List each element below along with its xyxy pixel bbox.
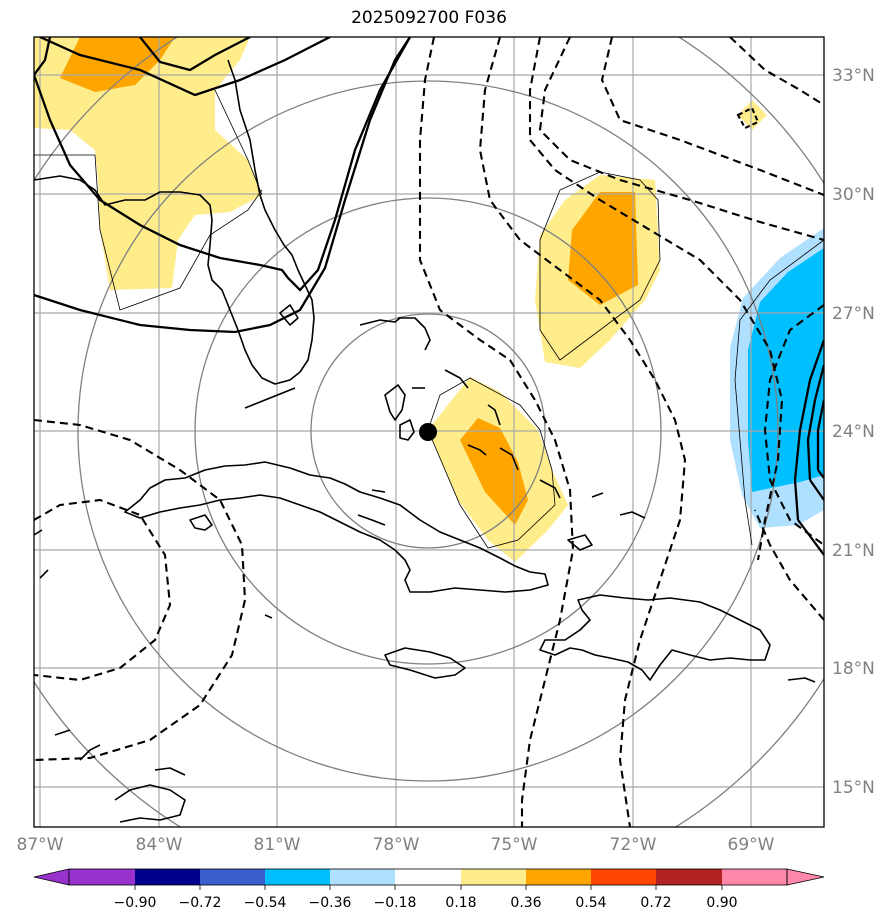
colorbar-bin xyxy=(200,869,265,885)
latitude-labels: 33°N 30°N 27°N 24°N 21°N 18°N 15°N xyxy=(832,66,875,798)
lat-label: 24°N xyxy=(832,422,875,442)
lon-label: 69°W xyxy=(728,835,775,855)
colorbar-bin xyxy=(69,869,135,885)
colorbar-bin xyxy=(591,869,656,885)
lat-label: 27°N xyxy=(832,304,875,324)
longitude-labels: 87°W 84°W 81°W 78°W 75°W 72°W 69°W xyxy=(17,835,775,855)
lat-label: 21°N xyxy=(832,541,875,561)
storm-center-marker xyxy=(419,423,437,441)
graticule xyxy=(34,37,824,827)
colorbar-extend-low xyxy=(33,868,70,886)
colorbar-bin xyxy=(135,869,200,885)
coast-cuba xyxy=(124,461,549,593)
colorbar-tick-label: 0.90 xyxy=(706,895,737,911)
colorbar-frame xyxy=(68,868,788,886)
coast-andros xyxy=(384,384,406,421)
coast-isle-of-youth xyxy=(189,514,213,531)
map-frame xyxy=(33,36,825,828)
range-rings xyxy=(34,37,824,827)
map-area xyxy=(34,37,824,827)
colorbar-bin xyxy=(330,869,395,885)
colorbar-tick-label: 0.18 xyxy=(445,895,476,911)
lon-label: 84°W xyxy=(136,835,183,855)
lat-label: 18°N xyxy=(832,659,875,679)
thin-contours xyxy=(34,89,824,549)
lat-label: 30°N xyxy=(832,185,875,205)
shade-orange-bahamas xyxy=(460,418,528,525)
colorbar-tick-label: −0.36 xyxy=(309,895,352,911)
colorbar-tick-label: 0.54 xyxy=(575,895,606,911)
lon-label: 75°W xyxy=(491,835,538,855)
lon-label: 81°W xyxy=(254,835,301,855)
colorbar-tick-label: −0.54 xyxy=(244,895,287,911)
colorbar-bin xyxy=(656,869,722,885)
lat-label: 15°N xyxy=(832,778,875,798)
colorbar-bin xyxy=(395,869,461,885)
coast-florida xyxy=(34,59,315,385)
dashed-contours xyxy=(34,37,824,827)
colorbar-bin xyxy=(722,869,787,885)
colorbar-tick-label: −0.18 xyxy=(374,895,417,911)
colorbar-tick-label: 0.36 xyxy=(510,895,541,911)
coast-hispaniola xyxy=(539,594,771,681)
lon-label: 87°W xyxy=(17,835,64,855)
map-title: 2025092700 F036 xyxy=(351,8,507,28)
lon-label: 72°W xyxy=(610,835,657,855)
shade-yellow-nw xyxy=(34,37,262,290)
lat-label: 33°N xyxy=(832,66,875,86)
colorbar-bin xyxy=(461,869,526,885)
colorbar-extend-high xyxy=(786,868,825,886)
colorbar-tick-label: 0.72 xyxy=(640,895,671,911)
colorbar-bin xyxy=(526,869,591,885)
shade-orange-ne xyxy=(568,192,638,305)
lon-label: 78°W xyxy=(373,835,420,855)
coastlines xyxy=(34,59,816,823)
colorbar: −0.90 −0.72 −0.54 −0.36 −0.18 0.18 0.36 … xyxy=(33,868,825,911)
positive-shading xyxy=(34,37,767,562)
colorbar-tick-label: −0.72 xyxy=(179,895,222,911)
colorbar-bin xyxy=(265,869,330,885)
coast-florida-keys xyxy=(244,387,296,409)
solid-contours xyxy=(34,37,824,556)
coast-yucatan xyxy=(39,569,49,579)
colorbar-tick-label: −0.90 xyxy=(114,895,157,911)
coast-jamaica xyxy=(384,647,466,679)
shade-yellow-small xyxy=(738,100,767,130)
